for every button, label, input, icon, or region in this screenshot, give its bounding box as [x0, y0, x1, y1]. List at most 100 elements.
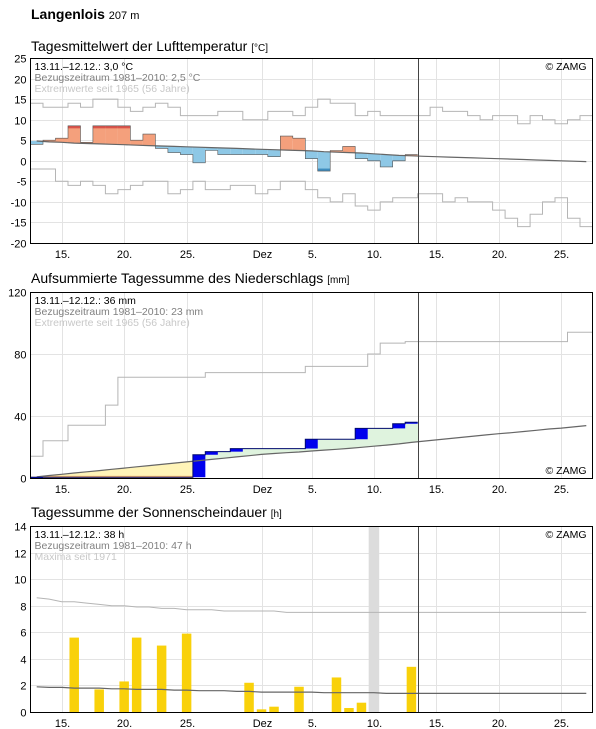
precip-ytick: 40 — [14, 412, 26, 424]
sun-bar — [156, 645, 167, 712]
temp-anomaly-bar — [167, 146, 181, 153]
temp-anomaly-bar — [80, 142, 93, 144]
precip-daily-bar — [230, 448, 243, 452]
temp-ytick: 0 — [20, 157, 26, 169]
temp-xtick: 25. — [180, 249, 195, 261]
precip-legend-1: Bezugszeitraum 1981–2010: 23 mm — [35, 306, 204, 318]
precip-xtick: 25. — [180, 484, 195, 496]
temperature-unit: °C — [254, 43, 266, 54]
sun-xtick: 20. — [492, 718, 507, 729]
precip-frame — [30, 292, 593, 479]
temp-anomaly-bar — [392, 155, 406, 161]
temp-ytick: -10 — [11, 198, 27, 210]
precip-diff-fill — [267, 448, 281, 454]
sun-max-line — [36, 597, 587, 613]
precip-diff-fill — [80, 471, 94, 478]
sun-xtick: 25. — [180, 718, 195, 729]
precip-diff-fill — [242, 448, 256, 456]
temp-xtick: 15. — [429, 249, 444, 261]
sunshine-title-text: Tagessumme der Sonnenscheindauer — [31, 504, 267, 520]
temp-anomaly-bar — [217, 148, 231, 155]
sun-xtick: 20. — [117, 718, 132, 729]
temp-anomaly-bar — [367, 153, 381, 161]
precip-ytick: 120 — [8, 288, 26, 300]
precip-diff-fill — [367, 428, 381, 447]
temp-xtick: 20. — [492, 249, 507, 261]
sun-bar — [256, 709, 267, 712]
precip-xtick: Dez — [253, 484, 273, 496]
temp-anomaly-bar — [142, 134, 156, 146]
sun-bar — [269, 706, 279, 712]
sunshine-unit: h — [273, 509, 280, 520]
temp-anomaly-bar — [192, 147, 206, 163]
precip-diff-fill — [105, 469, 119, 478]
precip-climate-line — [36, 425, 587, 478]
sun-xtick: 5. — [308, 718, 317, 729]
temp-anomaly-bar — [280, 136, 293, 151]
sun-bar — [294, 686, 304, 712]
temp-value-line — [30, 125, 418, 172]
temp-credit: © ZAMG — [546, 61, 587, 73]
temp-xtick: 5. — [308, 249, 317, 261]
sun-bar — [94, 689, 104, 712]
sunshine-title: Tagessumme der Sonnenscheindauer [h] — [31, 504, 282, 520]
temp-anomaly-bar — [267, 149, 281, 157]
temp-frame — [30, 58, 593, 244]
precip-title: Aufsummierte Tagessumme des Niederschlag… — [31, 270, 350, 286]
sun-xtick: Dez — [253, 718, 273, 729]
precip-diff-fill — [255, 448, 269, 455]
precip-diff-fill — [392, 423, 406, 444]
sun-missing-day — [368, 526, 380, 712]
precip-diff-fill — [92, 470, 106, 478]
sun-bar — [406, 666, 417, 712]
temp-anomaly-bar — [55, 138, 68, 143]
temp-anomaly-bar — [242, 148, 256, 155]
sun-xtick: 25. — [554, 718, 569, 729]
temperature-title: Tagesmittelwert der Lufttemperatur [°C] — [31, 38, 269, 54]
precip-legend-0: 13.11.–12.12.: 36 mm — [35, 295, 137, 307]
sun-bar — [244, 682, 254, 712]
precip-daily-bar — [205, 451, 218, 455]
precip-diff-fill — [155, 464, 169, 478]
sun-xtick: 15. — [55, 718, 70, 729]
sun-legend-0: 13.11.–12.12.: 38 h — [35, 529, 125, 541]
temp-ytick: 10 — [14, 116, 26, 128]
sun-bar — [69, 637, 79, 712]
precip-diff-fill — [292, 448, 306, 452]
precip-unit: mm — [329, 275, 347, 286]
temp-xtick: 15. — [55, 249, 70, 261]
temp-anomaly-bar — [92, 125, 106, 144]
sun-frame — [30, 526, 593, 713]
sun-bar — [331, 677, 342, 712]
temp-anomaly-bar — [42, 140, 56, 142]
sun-bar — [119, 681, 129, 712]
precip-xtick: 20. — [492, 484, 507, 496]
precip-diff-fill — [67, 473, 81, 478]
precip-diff-fill — [130, 466, 144, 478]
temp-anomaly-cap — [117, 125, 131, 129]
sun-ytick: 4 — [20, 655, 26, 667]
temp-anomaly-bar — [342, 146, 356, 153]
sun-ytick: 12 — [14, 549, 26, 561]
precip-ytick: 0 — [20, 474, 26, 486]
temp-anomaly-cap — [67, 125, 81, 129]
sun-bar — [344, 708, 354, 712]
temp-anomaly-bar — [67, 125, 81, 144]
temp-ytick: -15 — [11, 218, 27, 230]
temp-anomaly-bar — [292, 138, 306, 151]
sun-ytick: 2 — [20, 681, 26, 693]
precip-diff-fill — [380, 428, 393, 446]
precip-diff-fill — [330, 439, 344, 450]
temp-legend-0: 13.11.–12.12.: 3,0 °C — [35, 61, 134, 73]
precip-cumulative-line — [30, 421, 418, 478]
precip-legend-2: Extremwerte seit 1965 (56 Jahre) — [35, 317, 190, 329]
precip-diff-fill — [117, 468, 131, 478]
precip-diff-fill — [205, 451, 219, 460]
temp-xtick: 10. — [367, 249, 382, 261]
precip-daily-bar — [355, 428, 368, 440]
temp-ytick: 25 — [14, 54, 26, 66]
temp-xtick: 20. — [117, 249, 132, 261]
temp-xtick: 25. — [554, 249, 569, 261]
precip-diff-fill — [230, 448, 244, 457]
